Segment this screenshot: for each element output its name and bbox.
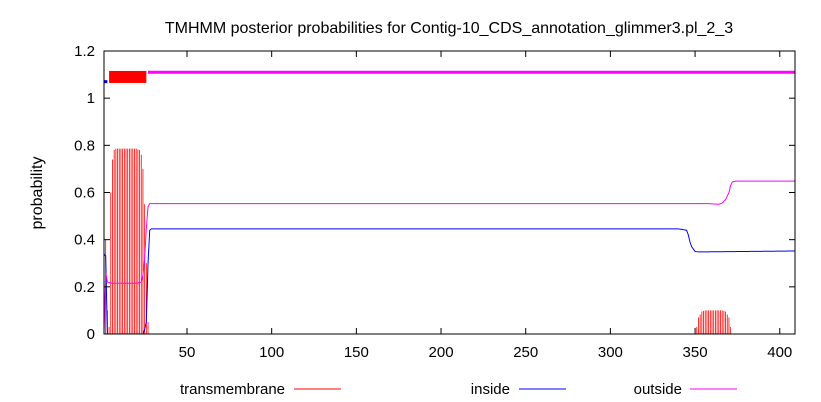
plot-frame bbox=[103, 50, 796, 335]
y-tick-label: 1 bbox=[87, 90, 95, 107]
y-tick-label: 0.4 bbox=[74, 232, 95, 249]
x-tick-label: 250 bbox=[513, 344, 538, 361]
legend-label-inside: inside bbox=[471, 381, 510, 398]
series-line-outside bbox=[103, 180, 795, 335]
x-tick-label: 400 bbox=[767, 344, 792, 361]
x-tick-label: 350 bbox=[683, 344, 708, 361]
chart-title: TMHMM posterior probabilities for Contig… bbox=[165, 20, 733, 37]
y-tick-label: 0.6 bbox=[74, 185, 95, 202]
axes: 0 0.2 0.4 0.6 0.8 1 1.2 50 100 150 200 250 300 350 400 bbox=[74, 43, 796, 361]
y-tick-label: 0.2 bbox=[74, 279, 95, 296]
x-tick-label: 150 bbox=[344, 344, 369, 361]
x-tick-label: 200 bbox=[429, 344, 454, 361]
y-axis-label: probability bbox=[29, 157, 46, 230]
series-line-inside bbox=[103, 228, 795, 335]
plot-area bbox=[103, 70, 795, 335]
y-tick-label: 1.2 bbox=[74, 43, 95, 60]
topology-segment-transmembrane bbox=[109, 70, 147, 83]
legend-label-outside: outside bbox=[634, 381, 682, 398]
legend-label-transmembrane: transmembrane bbox=[180, 381, 285, 398]
y-tick-label: 0.8 bbox=[74, 137, 95, 154]
topology-band bbox=[104, 70, 795, 84]
series-transmembrane bbox=[103, 148, 732, 334]
y-tick-label: 0 bbox=[87, 326, 95, 343]
legend: transmembrane inside outside bbox=[180, 381, 737, 398]
x-tick-label: 100 bbox=[259, 344, 284, 361]
x-tick-label: 300 bbox=[598, 344, 623, 361]
x-tick-label: 50 bbox=[179, 344, 196, 361]
